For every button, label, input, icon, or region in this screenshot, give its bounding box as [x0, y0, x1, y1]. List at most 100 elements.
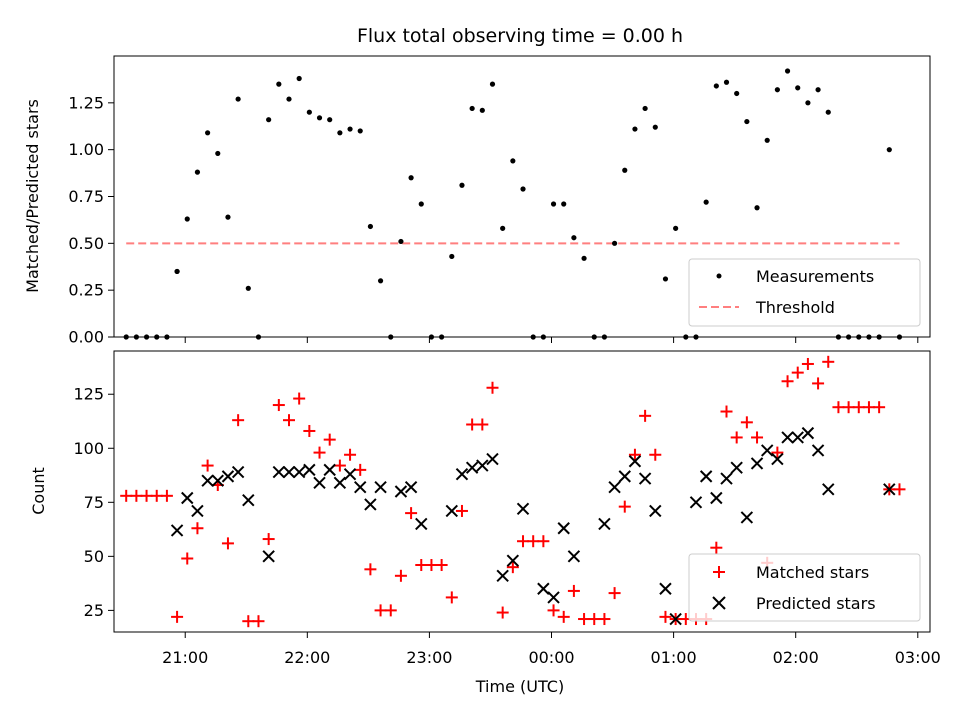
predicted-x-b [720, 472, 733, 485]
predicted-star-point [333, 476, 347, 490]
predicted-star-point [292, 465, 306, 479]
measurement-point [174, 268, 180, 275]
measurement-point [235, 96, 241, 102]
predicted-x-b [822, 483, 835, 496]
matched-star-point [150, 489, 163, 502]
matched-star-point [201, 459, 214, 472]
matched-star-point [455, 504, 468, 517]
measurement-point [184, 216, 190, 222]
matched-star-point [852, 401, 865, 414]
matched-star-point [893, 483, 906, 496]
measurement-point [286, 96, 292, 102]
predicted-star-point [699, 470, 713, 483]
measurement-point [347, 126, 353, 132]
measurement-point [316, 115, 323, 121]
measurement-point [357, 128, 363, 134]
predicted-x-b [191, 504, 204, 518]
matched-star-point [191, 522, 204, 535]
predicted-star-point [415, 517, 428, 531]
measurement-point [327, 117, 333, 123]
predicted-star-point [760, 444, 774, 457]
measurement-point [744, 118, 750, 125]
predicted-star-point [638, 472, 652, 485]
predicted-star-point [242, 493, 255, 507]
predicted-x-b [771, 452, 784, 466]
measurement-point [754, 205, 760, 211]
predicted-x-b [781, 431, 794, 444]
measurement-point [815, 87, 821, 93]
y-tick-label: 0.00 [68, 328, 104, 347]
matched-star-point [221, 537, 234, 550]
predicted-x-b [618, 470, 631, 483]
x-axis-title: Time (UTC) [475, 677, 564, 696]
matched-star-point [751, 431, 764, 444]
predicted-star-point [343, 468, 357, 481]
predicted-star-point [272, 465, 286, 479]
predicted-x-b [170, 524, 184, 537]
predicted-stars-series [170, 426, 896, 626]
measurement-point [662, 276, 669, 282]
measurement-point [764, 137, 770, 143]
matched-star-point [801, 357, 814, 370]
measurement-point [774, 87, 780, 93]
predicted-x-b [354, 480, 367, 494]
measurement-point [673, 225, 679, 231]
measurement-point [205, 130, 211, 136]
matched-star-point [557, 610, 570, 623]
predicted-x-b [211, 474, 224, 487]
measurement-point [469, 105, 475, 112]
predicted-star-point [282, 465, 296, 479]
matched-star-point [272, 399, 285, 412]
predicted-star-point [191, 504, 204, 518]
chart-title: Flux total observing time = 0.00 h [357, 25, 683, 47]
matched-star-point [832, 401, 845, 414]
matched-star-point [771, 446, 784, 459]
predicted-x-b [740, 511, 754, 524]
matched-star-point [415, 558, 428, 571]
matched-star-point [781, 375, 794, 388]
predicted-x-b [323, 463, 336, 477]
predicted-x-b [455, 468, 469, 481]
predicted-star-point [354, 480, 367, 494]
predicted-star-point [364, 498, 377, 511]
predicted-star-point [170, 524, 184, 537]
matched-star-point [140, 489, 153, 502]
predicted-star-point [547, 591, 560, 604]
predicted-x-b [730, 461, 743, 474]
predicted-star-point [649, 504, 662, 518]
matched-star-point [649, 448, 662, 461]
predicted-x-b [181, 491, 194, 505]
matched-star-point [873, 401, 886, 414]
predicted-star-point [720, 472, 733, 485]
measurement-point [306, 109, 312, 115]
matched-star-point [435, 558, 448, 571]
ratio-panel: 0.00 0.25 0.50 0.75 1.00 1.25 Matched/Predict… [23, 55, 931, 347]
predicted-x-b [811, 444, 825, 457]
predicted-x-b [394, 485, 408, 498]
predicted-star-point [771, 452, 784, 466]
measurement-point [703, 199, 709, 205]
predicted-star-point [628, 455, 642, 468]
measurement-point [194, 169, 201, 175]
matched-star-point [466, 418, 479, 431]
predicted-star-point [323, 463, 336, 477]
predicted-star-point [557, 522, 570, 535]
matched-star-point [578, 613, 591, 626]
predicted-x-b [496, 569, 509, 583]
predicted-x-b [415, 517, 428, 531]
predicted-star-point [231, 465, 245, 479]
matched-star-point [364, 563, 377, 576]
matched-star-point [283, 414, 296, 427]
predicted-star-point [537, 582, 550, 595]
matched-star-point [160, 489, 173, 502]
matched-star-point [618, 500, 631, 513]
matched-star-point [313, 446, 326, 459]
matched-star-point [425, 558, 438, 571]
y-tick-label: 25 [84, 601, 104, 620]
legend-measurements-marker [716, 273, 722, 279]
measurement-point [225, 214, 231, 220]
count-panel: 25 50 75 100 125 21:00 22:00 23:00 00:00 01:00 02… [29, 350, 941, 696]
count-y-axis-title: Count [29, 467, 48, 515]
measurement-point [713, 83, 719, 89]
predicted-star-point [313, 476, 326, 490]
